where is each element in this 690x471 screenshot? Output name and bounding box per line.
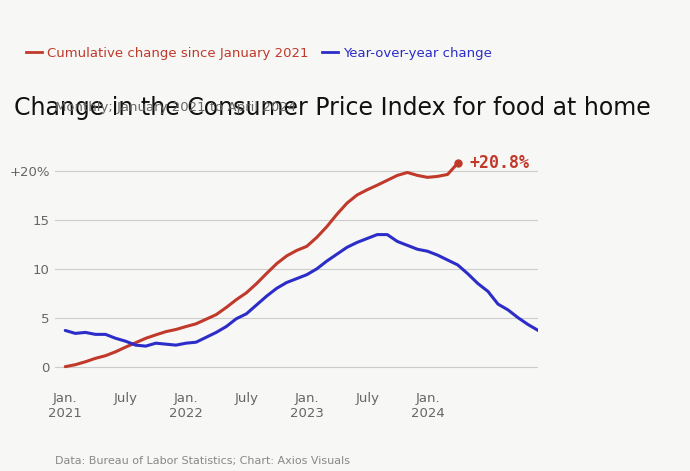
Text: Change in the Consumer Price Index for food at home: Change in the Consumer Price Index for f…: [14, 96, 651, 120]
Text: +20.8%: +20.8%: [470, 154, 530, 172]
Text: Data: Bureau of Labor Statistics; Chart: Axios Visuals: Data: Bureau of Labor Statistics; Chart:…: [55, 456, 351, 466]
Legend: Cumulative change since January 2021, Year-over-year change: Cumulative change since January 2021, Ye…: [21, 42, 497, 65]
Text: Monthly; January 2021 to April 2024: Monthly; January 2021 to April 2024: [55, 101, 296, 114]
